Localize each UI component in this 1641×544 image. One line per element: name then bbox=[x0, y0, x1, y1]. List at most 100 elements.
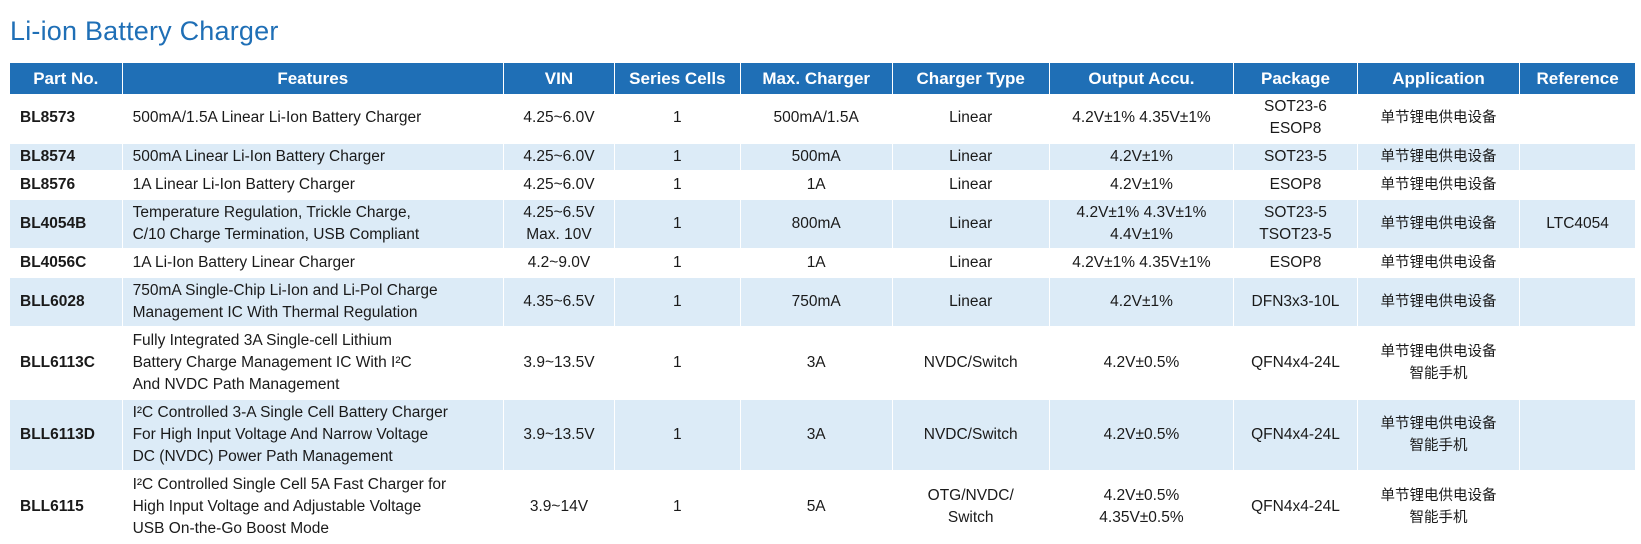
column-header: Output Accu. bbox=[1049, 63, 1235, 94]
output-accuracy-cell: 4.2V±0.5% bbox=[1049, 399, 1235, 472]
vin-cell: 4.25~6.0V bbox=[503, 143, 616, 172]
part-number-cell: BLL6115 bbox=[10, 471, 123, 544]
table-row: BL8576 1A Linear Li-Ion Battery Charger 4.… bbox=[10, 171, 1635, 200]
output-accuracy-cell: 4.2V±1% bbox=[1049, 277, 1235, 328]
output-accuracy-cell: 4.2V±1% 4.3V±1% 4.4V±1% bbox=[1049, 199, 1235, 250]
application-cell: 单节锂电供电设备 智能手机 bbox=[1357, 399, 1521, 472]
reference-cell bbox=[1519, 249, 1635, 278]
features-cell: 1A Li-Ion Battery Linear Charger bbox=[122, 249, 504, 278]
column-header: Application bbox=[1357, 63, 1521, 94]
table-row: BL8574 500mA Linear Li-Ion Battery Charge… bbox=[10, 143, 1635, 172]
application-cell: 单节锂电供电设备 智能手机 bbox=[1357, 471, 1521, 544]
vin-cell: 3.9~14V bbox=[503, 471, 616, 544]
max-charger-cell: 1A bbox=[740, 171, 893, 200]
vin-cell: 4.25~6.0V bbox=[503, 94, 616, 144]
charger-type-cell: Linear bbox=[892, 199, 1050, 250]
reference-cell: LTC4054 bbox=[1519, 199, 1635, 250]
vin-cell: 3.9~13.5V bbox=[503, 327, 616, 400]
series-cells-cell: 1 bbox=[614, 277, 741, 328]
max-charger-cell: 500mA/1.5A bbox=[740, 94, 893, 144]
table-row: BLL6115 I²C Controlled Single Cell 5A Fas… bbox=[10, 471, 1635, 544]
application-cell: 单节锂电供电设备 bbox=[1357, 199, 1521, 250]
charger-type-cell: NVDC/Switch bbox=[892, 327, 1050, 400]
series-cells-cell: 1 bbox=[614, 249, 741, 278]
package-cell: DFN3x3-10L bbox=[1233, 277, 1358, 328]
features-cell: Temperature Regulation, Trickle Charge, … bbox=[122, 199, 504, 250]
application-cell: 单节锂电供电设备 bbox=[1357, 249, 1521, 278]
column-header: Max. Charger bbox=[740, 63, 893, 94]
features-cell: 750mA Single-Chip Li-Ion and Li-Pol Char… bbox=[122, 277, 504, 328]
output-accuracy-cell: 4.2V±0.5% bbox=[1049, 327, 1235, 400]
features-cell: 500mA Linear Li-Ion Battery Charger bbox=[122, 143, 504, 172]
part-number-cell: BL8574 bbox=[10, 143, 123, 172]
max-charger-cell: 3A bbox=[740, 327, 893, 400]
output-accuracy-cell: 4.2V±0.5% 4.35V±0.5% bbox=[1049, 471, 1235, 544]
reference-cell bbox=[1519, 171, 1635, 200]
output-accuracy-cell: 4.2V±1% bbox=[1049, 171, 1235, 200]
vin-cell: 4.25~6.5V Max. 10V bbox=[503, 199, 616, 250]
reference-cell bbox=[1519, 94, 1635, 144]
reference-cell bbox=[1519, 471, 1635, 544]
reference-cell bbox=[1519, 277, 1635, 328]
table-body: BL8573 500mA/1.5A Linear Li-Ion Battery C… bbox=[10, 94, 1635, 544]
reference-cell bbox=[1519, 143, 1635, 172]
max-charger-cell: 5A bbox=[740, 471, 893, 544]
charger-type-cell: NVDC/Switch bbox=[892, 399, 1050, 472]
application-cell: 单节锂电供电设备 bbox=[1357, 171, 1521, 200]
max-charger-cell: 3A bbox=[740, 399, 893, 472]
package-cell: SOT23-5 bbox=[1233, 143, 1358, 172]
table-row: BL4056C 1A Li-Ion Battery Linear Charger 4… bbox=[10, 249, 1635, 278]
application-cell: 单节锂电供电设备 bbox=[1357, 143, 1521, 172]
column-header: Charger Type bbox=[892, 63, 1050, 94]
series-cells-cell: 1 bbox=[614, 327, 741, 400]
features-cell: Fully Integrated 3A Single-cell Lithium … bbox=[122, 327, 504, 400]
package-cell: ESOP8 bbox=[1233, 249, 1358, 278]
package-cell: QFN4x4-24L bbox=[1233, 327, 1358, 400]
max-charger-cell: 500mA bbox=[740, 143, 893, 172]
series-cells-cell: 1 bbox=[614, 143, 741, 172]
charger-type-cell: Linear bbox=[892, 143, 1050, 172]
part-number-cell: BL8576 bbox=[10, 171, 123, 200]
output-accuracy-cell: 4.2V±1% bbox=[1049, 143, 1235, 172]
table-row: BL4054B Temperature Regulation, Trickle C… bbox=[10, 199, 1635, 250]
reference-cell bbox=[1519, 399, 1635, 472]
column-header: Part No. bbox=[10, 63, 123, 94]
part-number-cell: BL8573 bbox=[10, 94, 123, 144]
series-cells-cell: 1 bbox=[614, 471, 741, 544]
application-cell: 单节锂电供电设备 bbox=[1357, 277, 1521, 328]
output-accuracy-cell: 4.2V±1% 4.35V±1% bbox=[1049, 249, 1235, 278]
features-cell: 500mA/1.5A Linear Li-Ion Battery Charger bbox=[122, 94, 504, 144]
series-cells-cell: 1 bbox=[614, 399, 741, 472]
max-charger-cell: 750mA bbox=[740, 277, 893, 328]
table-row: BL8573 500mA/1.5A Linear Li-Ion Battery C… bbox=[10, 94, 1635, 144]
vin-cell: 4.25~6.0V bbox=[503, 171, 616, 200]
package-cell: QFN4x4-24L bbox=[1233, 399, 1358, 472]
column-header: VIN bbox=[503, 63, 616, 94]
features-cell: 1A Linear Li-Ion Battery Charger bbox=[122, 171, 504, 200]
table-row: BLL6028 750mA Single-Chip Li-Ion and Li-P… bbox=[10, 277, 1635, 328]
part-number-cell: BLL6113D bbox=[10, 399, 123, 472]
vin-cell: 4.2~9.0V bbox=[503, 249, 616, 278]
part-number-cell: BL4054B bbox=[10, 199, 123, 250]
vin-cell: 4.35~6.5V bbox=[503, 277, 616, 328]
table-row: BLL6113D I²C Controlled 3-A Single Cell B… bbox=[10, 399, 1635, 472]
application-cell: 单节锂电供电设备 bbox=[1357, 94, 1521, 144]
max-charger-cell: 800mA bbox=[740, 199, 893, 250]
part-number-cell: BLL6028 bbox=[10, 277, 123, 328]
charger-type-cell: Linear bbox=[892, 94, 1050, 144]
charger-type-cell: Linear bbox=[892, 171, 1050, 200]
package-cell: ESOP8 bbox=[1233, 171, 1358, 200]
product-table: Part No. Features VIN Series Cells Max. Char… bbox=[10, 63, 1635, 544]
reference-cell bbox=[1519, 327, 1635, 400]
series-cells-cell: 1 bbox=[614, 171, 741, 200]
column-header: Package bbox=[1233, 63, 1358, 94]
series-cells-cell: 1 bbox=[614, 94, 741, 144]
application-cell: 单节锂电供电设备 智能手机 bbox=[1357, 327, 1521, 400]
part-number-cell: BLL6113C bbox=[10, 327, 123, 400]
features-cell: I²C Controlled 3-A Single Cell Battery C… bbox=[122, 399, 504, 472]
package-cell: SOT23-6 ESOP8 bbox=[1233, 94, 1358, 144]
package-cell: QFN4x4-24L bbox=[1233, 471, 1358, 544]
charger-type-cell: Linear bbox=[892, 249, 1050, 278]
features-cell: I²C Controlled Single Cell 5A Fast Charg… bbox=[122, 471, 504, 544]
max-charger-cell: 1A bbox=[740, 249, 893, 278]
